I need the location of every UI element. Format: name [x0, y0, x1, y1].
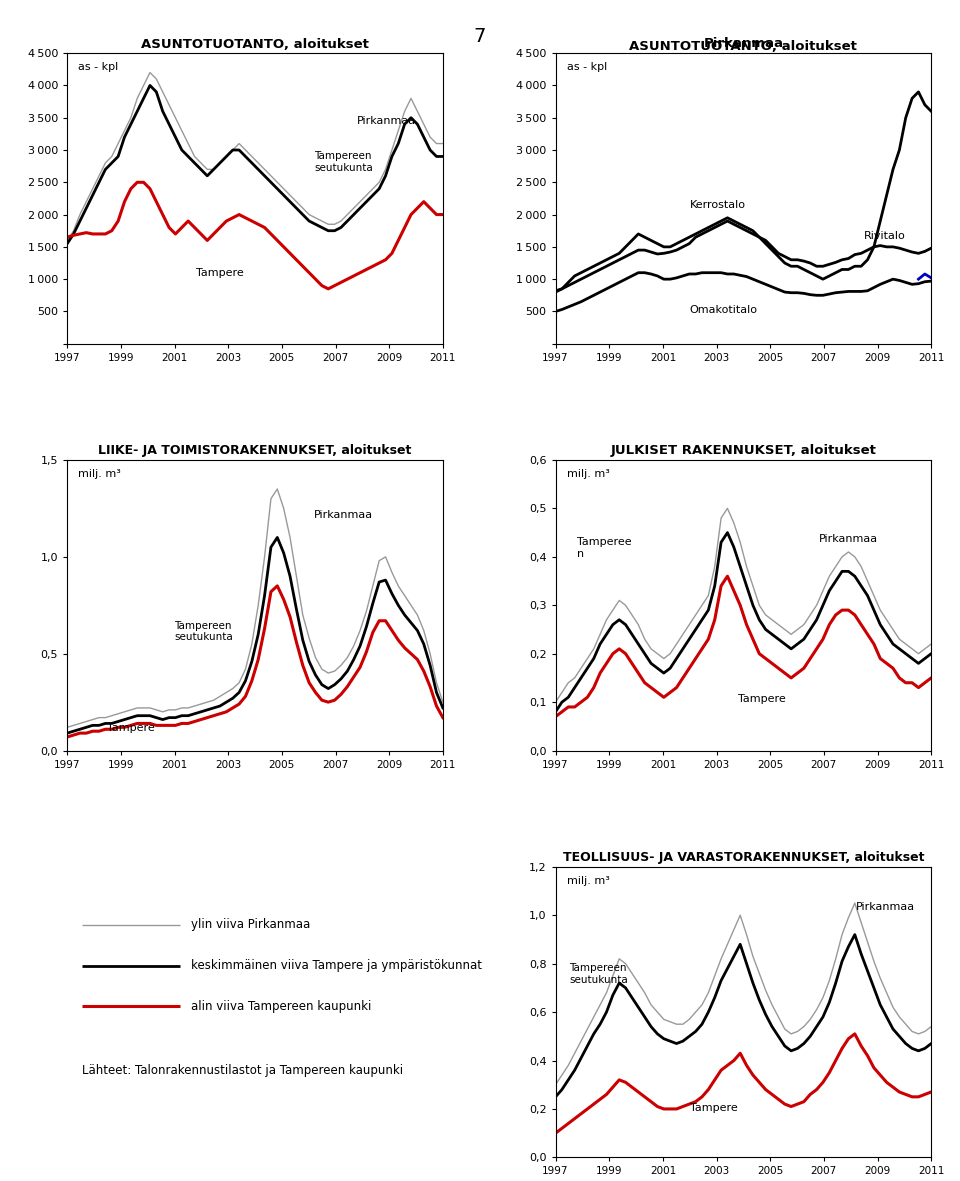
Text: Tampereen
seutukunta: Tampereen seutukunta [569, 964, 628, 985]
Text: Tampere: Tampere [196, 268, 244, 278]
Text: Pirkanmaa: Pirkanmaa [856, 902, 915, 913]
Text: Lähteet: Talonrakennustilastot ja Tampereen kaupunki: Lähteet: Talonrakennustilastot ja Tamper… [83, 1064, 403, 1077]
Text: as - kpl: as - kpl [79, 61, 119, 72]
Title: LIIKE- JA TOIMISTORAKENNUKSET, aloitukset: LIIKE- JA TOIMISTORAKENNUKSET, aloitukse… [98, 444, 412, 457]
Text: Tampere: Tampere [738, 694, 785, 704]
Text: Tamperee
n: Tamperee n [577, 537, 632, 559]
Text: Tampereen
seutukunta: Tampereen seutukunta [314, 151, 372, 172]
Text: milj. m³: milj. m³ [566, 469, 610, 478]
Text: Kerrostalo: Kerrostalo [689, 200, 746, 210]
Text: Pirkanmaa: Pirkanmaa [704, 38, 783, 51]
Text: ylin viiva Pirkanmaa: ylin viiva Pirkanmaa [191, 919, 310, 932]
Text: Pirkanmaa: Pirkanmaa [314, 510, 373, 520]
Text: Tampere: Tampere [689, 1103, 737, 1114]
Text: milj. m³: milj. m³ [566, 875, 610, 886]
Title: ASUNTOTUOTANTO, aloitukset: ASUNTOTUOTANTO, aloitukset [141, 38, 369, 51]
Text: Pirkanmaa: Pirkanmaa [819, 534, 877, 544]
Text: alin viiva Tampereen kaupunki: alin viiva Tampereen kaupunki [191, 1000, 372, 1013]
Text: as - kpl: as - kpl [566, 61, 607, 72]
Text: keskimmäinen viiva Tampere ja ympäristökunnat: keskimmäinen viiva Tampere ja ympäristök… [191, 959, 482, 972]
Text: 7: 7 [474, 27, 486, 46]
Title: JULKISET RAKENNUKSET, aloitukset: JULKISET RAKENNUKSET, aloitukset [611, 444, 876, 457]
Text: Pirkanmaa: Pirkanmaa [357, 116, 416, 126]
Text: Tampere: Tampere [108, 723, 156, 733]
Text: Omakotitalo: Omakotitalo [689, 305, 757, 315]
Title: TEOLLISUUS- JA VARASTORAKENNUKSET, aloitukset: TEOLLISUUS- JA VARASTORAKENNUKSET, aloit… [563, 852, 924, 864]
Text: milj. m³: milj. m³ [79, 469, 121, 478]
Text: Tampereen
seutukunta: Tampereen seutukunta [175, 620, 233, 642]
Title: ASUNTOTUOTANTO, aloitukset: ASUNTOTUOTANTO, aloitukset [630, 40, 857, 53]
Text: Rivitalo: Rivitalo [864, 231, 906, 241]
